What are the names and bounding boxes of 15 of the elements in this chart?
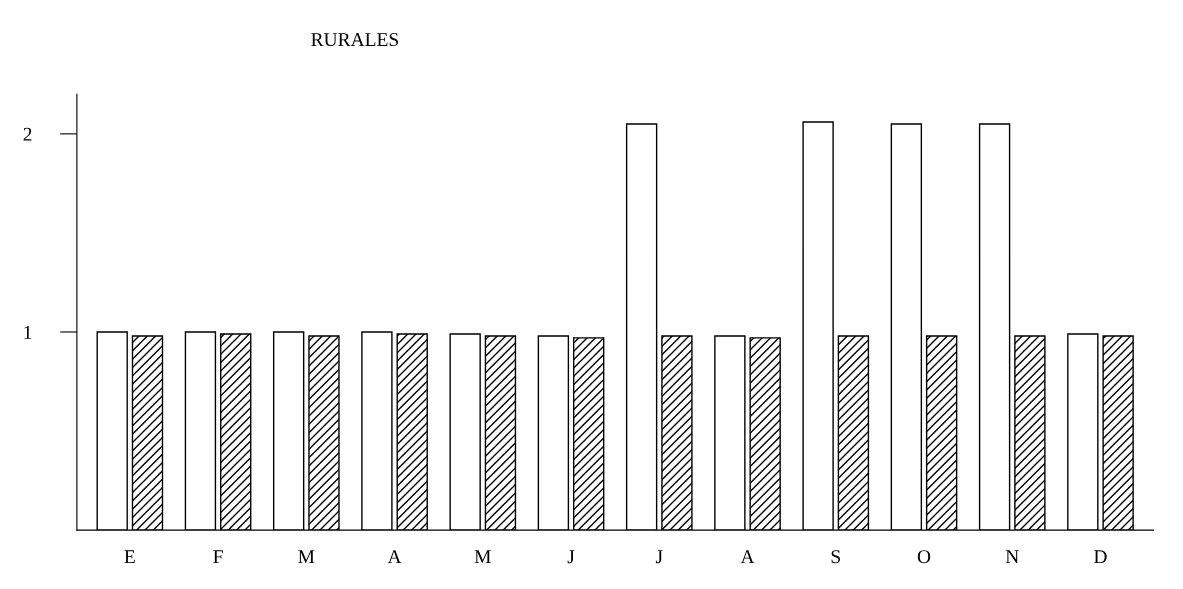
x-tick-label: A <box>387 550 402 564</box>
x-tick-label: M <box>474 550 491 564</box>
x-tick-label: N <box>1005 550 1019 564</box>
x-tick-label: F <box>213 550 223 564</box>
x-tick-label: A <box>740 550 755 564</box>
y-tick-label: 1 <box>24 325 32 339</box>
y-tick-label: 2 <box>23 127 32 141</box>
x-tick-label: D <box>1094 550 1107 564</box>
x-tick-label: J <box>655 550 663 564</box>
chart-title: RURALES <box>311 33 398 47</box>
x-tick-label: S <box>831 550 840 564</box>
x-tick-label: M <box>298 550 315 564</box>
x-tick-label: E <box>124 550 135 564</box>
x-tick-label: O <box>917 550 931 564</box>
x-tick-label: J <box>567 550 575 564</box>
